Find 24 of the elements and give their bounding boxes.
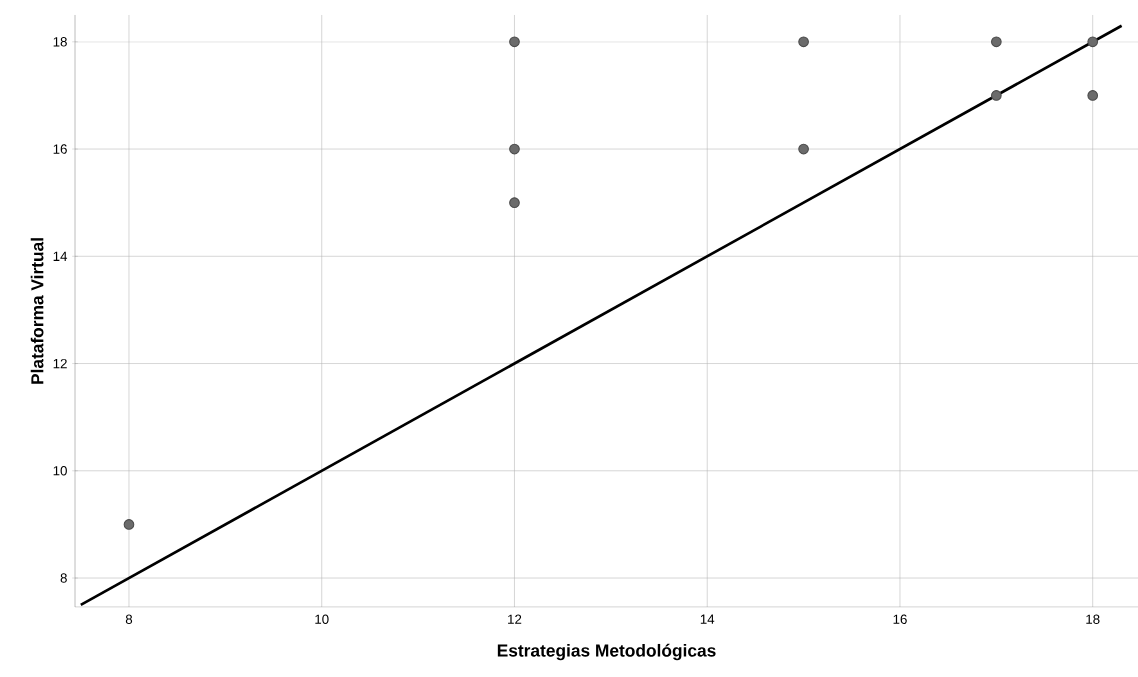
point: [509, 143, 520, 155]
point: [991, 36, 1002, 48]
y-tick-label: 8: [60, 573, 67, 583]
y-tick-label: 12: [53, 358, 67, 369]
x-axis-title: Estrategias Metodológicas: [497, 643, 716, 661]
point: [123, 519, 135, 530]
y-tick-label: 16: [53, 144, 67, 154]
x-tick-label: 16: [893, 614, 907, 624]
x-tick-label: 18: [1086, 614, 1100, 624]
point: [991, 90, 1002, 101]
x-tick-label: 14: [700, 614, 715, 624]
y-tick-label: 18: [53, 37, 67, 47]
point: [1087, 90, 1099, 101]
y-tick-label: 14: [53, 251, 68, 261]
y-axis-title: Plataforma Virtual: [30, 238, 44, 384]
point: [509, 36, 520, 48]
x-tick-label: 8: [125, 614, 133, 624]
point: [798, 143, 809, 155]
x-tick-label: 12: [508, 614, 522, 624]
point: [1087, 36, 1099, 48]
x-tick-label: 10: [315, 614, 329, 624]
point: [509, 197, 520, 209]
y-tick-label: 10: [53, 466, 67, 476]
point: [798, 36, 809, 48]
